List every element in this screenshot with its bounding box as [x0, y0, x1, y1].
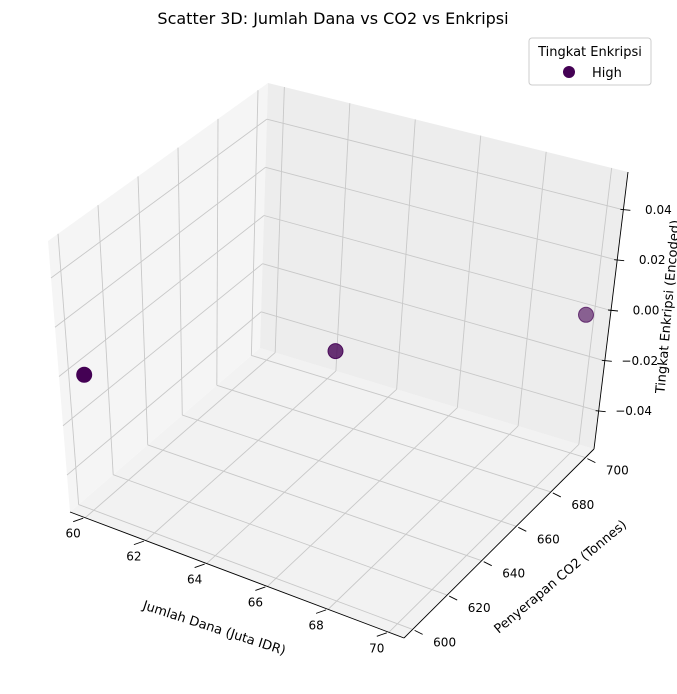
grid-line-y-floor	[182, 414, 517, 527]
grid-line-x-floor	[206, 388, 397, 564]
x-tick-mark	[73, 517, 84, 523]
left-pane	[48, 83, 268, 512]
x-tick-label: 68	[308, 618, 323, 632]
grid-line-y-floor	[216, 384, 551, 493]
grid-line-z-back	[266, 118, 624, 211]
y-tick-label: 660	[537, 532, 560, 546]
grid-lines	[50, 87, 624, 633]
grid-line-x-floor	[388, 444, 580, 633]
legend: Tingkat Enkripsi High	[528, 37, 652, 86]
x-tick-mark	[194, 563, 205, 568]
grid-line-z-back	[262, 263, 605, 362]
grid-line-z-left	[66, 311, 262, 476]
y-tick-label: 620	[468, 601, 491, 615]
z-tick-label: 0.00	[633, 304, 660, 318]
scatter-point	[327, 343, 344, 360]
y-tick-label: 600	[433, 635, 456, 649]
z-tick-mark	[601, 359, 612, 362]
legend-frame	[528, 37, 652, 86]
grid-line-z-back	[263, 215, 612, 311]
grid-line-x-floor	[145, 370, 337, 541]
x-tick-mark	[255, 586, 266, 591]
y-tick-label: 700	[606, 464, 629, 478]
grid-line-z-back	[260, 311, 599, 412]
legend-title: Tingkat Enkripsi	[537, 45, 642, 60]
x-axis-line	[69, 511, 405, 639]
z-tick-label: 0.04	[645, 203, 672, 217]
y-tick-label: 680	[571, 498, 594, 512]
grid-line-z-left	[54, 166, 266, 328]
y-tick-mark	[518, 526, 527, 532]
y-tick-mark	[414, 630, 423, 635]
tick-marks	[73, 208, 631, 637]
grid-line-x-floor	[327, 425, 519, 610]
x-tick-label: 62	[126, 550, 141, 564]
z-tick-mark	[607, 309, 619, 312]
grid-line-z-left	[62, 263, 263, 427]
x-tick-label: 64	[187, 573, 202, 587]
grid-line-y-floor	[147, 444, 482, 562]
y-axis-line	[403, 448, 595, 639]
y-tick-label: 640	[502, 567, 525, 581]
chart-title: Scatter 3D: Jumlah Dana vs CO2 vs Enkrip…	[157, 9, 508, 28]
grid-line-x-floor	[84, 352, 276, 519]
y-tick-mark	[587, 458, 596, 463]
legend-marker-high	[563, 66, 575, 78]
grid-line-z-back	[265, 166, 618, 261]
x-tick-label: 66	[248, 595, 263, 609]
z-tick-label: −0.02	[621, 354, 658, 368]
x-tick-mark	[133, 540, 145, 546]
grid-line-y-floor	[113, 474, 448, 596]
y-tick-mark	[552, 492, 562, 498]
legend-label-high: High	[592, 66, 622, 81]
grid-line-z-left	[58, 215, 265, 377]
z-tick-mark	[595, 410, 606, 413]
scatter-point	[578, 306, 594, 323]
grid-line-x-floor	[267, 407, 458, 587]
y-tick-mark	[448, 595, 458, 601]
z-tick-label: 0.02	[639, 253, 666, 267]
x-tick-label: 70	[369, 641, 384, 655]
tick-labels: 60 62 64 66 68 70 600 620 640 660 680 700 −0.04 −0.02…	[66, 203, 672, 655]
x-tick-label: 60	[66, 527, 81, 541]
z-tick-mark	[614, 259, 625, 262]
grid-line-z-left	[50, 118, 268, 279]
x-tick-mark	[315, 609, 327, 614]
x-axis-label: Jumlah Dana (Juta IDR)	[140, 598, 288, 659]
data-points	[76, 306, 594, 383]
z-tick-label: −0.04	[615, 404, 652, 418]
x-tick-mark	[376, 632, 387, 637]
y-tick-mark	[483, 561, 492, 567]
grid-line-y-floor	[251, 355, 586, 459]
z-tick-mark	[620, 208, 631, 211]
back-pane	[260, 83, 628, 449]
scatter-point	[76, 366, 93, 383]
grid-line-y-floor	[78, 504, 413, 630]
